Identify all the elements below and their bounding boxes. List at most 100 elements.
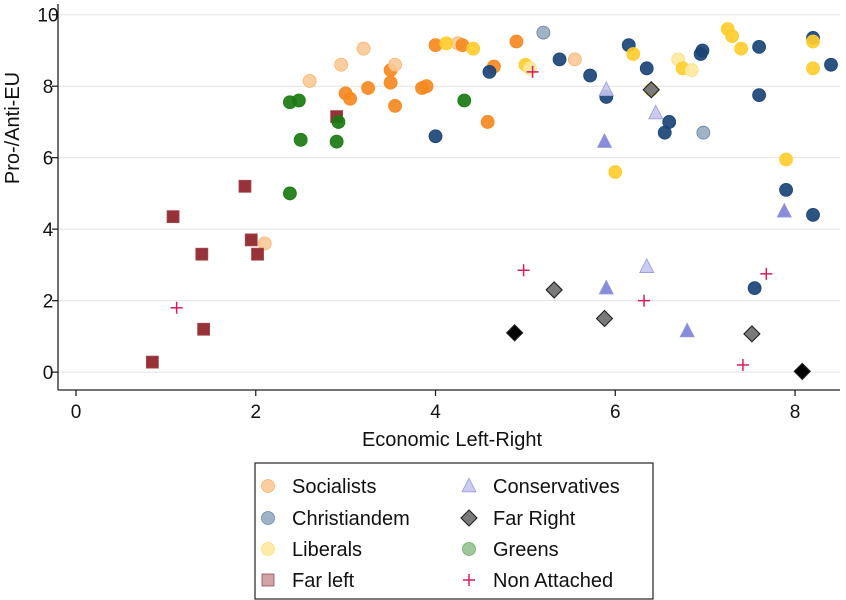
y-tick-label: 2 [43, 292, 54, 313]
data-point [695, 43, 710, 58]
data-point [482, 65, 497, 79]
data-point [696, 125, 711, 140]
data-point [509, 34, 524, 49]
data-point [779, 152, 793, 167]
legend: Socialists Conservatives Christiandem Far R… [254, 462, 654, 600]
legend-label: Socialists [292, 476, 376, 498]
y-tick-label: 6 [43, 149, 54, 170]
x-tick-label: 6 [610, 402, 621, 423]
legend-item-socialists: Socialists [261, 476, 376, 498]
data-point [752, 39, 767, 54]
data-point [419, 79, 434, 94]
data-point [596, 132, 613, 148]
gridlines [58, 14, 840, 373]
legend-marker [261, 479, 275, 493]
data-point [388, 57, 402, 72]
data-point [238, 179, 252, 193]
legend-item-far-right: Far Right [460, 508, 576, 530]
data-point [662, 115, 677, 129]
legend-marker [261, 573, 275, 587]
data-point [595, 309, 614, 328]
data-point [517, 264, 530, 277]
legend-label: Liberals [292, 539, 362, 561]
legend-item-greens: Greens [462, 539, 559, 561]
data-point [626, 47, 641, 61]
legend-item-liberals: Liberals [261, 539, 362, 561]
data-point [567, 52, 582, 67]
data-point [329, 134, 344, 149]
data-point [526, 65, 539, 78]
legend-box [254, 462, 654, 600]
y-tick-label: 8 [43, 77, 54, 98]
data-point [361, 81, 376, 95]
data-point [343, 91, 358, 106]
data-point [725, 29, 740, 44]
data-point [583, 68, 598, 83]
data-point [145, 355, 159, 369]
data-point [598, 279, 614, 295]
data-point [608, 165, 623, 179]
data-point [806, 207, 820, 222]
data-point [302, 73, 317, 88]
data-point [166, 210, 180, 224]
y-tick-label: 0 [43, 363, 54, 384]
data-point [747, 281, 762, 296]
data-point [736, 358, 749, 371]
data-point [639, 61, 654, 76]
data-point [545, 281, 563, 299]
data-point [428, 129, 443, 144]
x-tick-label: 4 [430, 402, 441, 423]
series-far-left [145, 110, 344, 369]
data-point [598, 81, 614, 97]
legend-item-non-attached: Non Attached [463, 570, 613, 592]
legend-label: Far Right [493, 508, 576, 530]
data-point [642, 80, 661, 99]
y-tick-label: 10 [37, 6, 58, 27]
data-point [480, 115, 495, 129]
data-point [824, 57, 838, 72]
data-point [388, 98, 402, 113]
legend-label: Greens [493, 539, 559, 561]
data-point [331, 115, 346, 129]
x-axis-title: Economic Left-Right [362, 429, 543, 451]
y-tick-label: 4 [43, 220, 54, 241]
data-point [356, 41, 371, 56]
data-point [291, 93, 306, 108]
legend-label: Non Attached [493, 570, 613, 592]
data-point [293, 132, 308, 147]
data-point [806, 34, 820, 49]
legend-item-conservatives: Conservatives [461, 476, 620, 498]
data-points [145, 22, 838, 381]
data-point [505, 324, 524, 342]
legend-item-christiandem: Christiandem [261, 508, 410, 530]
legend-label: Conservatives [493, 476, 620, 498]
series-christiandem [428, 25, 838, 296]
data-point [522, 61, 537, 76]
data-point [752, 88, 767, 103]
x-tick-label: 0 [71, 402, 82, 423]
data-point [806, 61, 820, 76]
x-tick-label: 2 [250, 402, 261, 423]
data-point [760, 267, 773, 280]
legend-item-far-left: Far left [261, 570, 355, 592]
data-point [197, 322, 211, 336]
data-point [684, 63, 699, 78]
data-point [257, 236, 272, 251]
data-point [679, 322, 695, 338]
legend-marker [261, 542, 275, 556]
legend-label: Christiandem [292, 508, 410, 530]
data-point [195, 247, 209, 261]
series-non-attached [170, 65, 773, 371]
data-point [793, 362, 812, 381]
legend-marker [460, 509, 478, 527]
legend-marker [461, 477, 477, 493]
data-point [457, 93, 472, 108]
data-point [536, 25, 551, 40]
data-point [776, 202, 792, 218]
data-point [743, 325, 761, 343]
data-point [439, 36, 454, 51]
data-point [734, 41, 749, 56]
data-point [170, 301, 183, 314]
legend-label: Far left [292, 570, 355, 592]
data-point [283, 186, 297, 201]
